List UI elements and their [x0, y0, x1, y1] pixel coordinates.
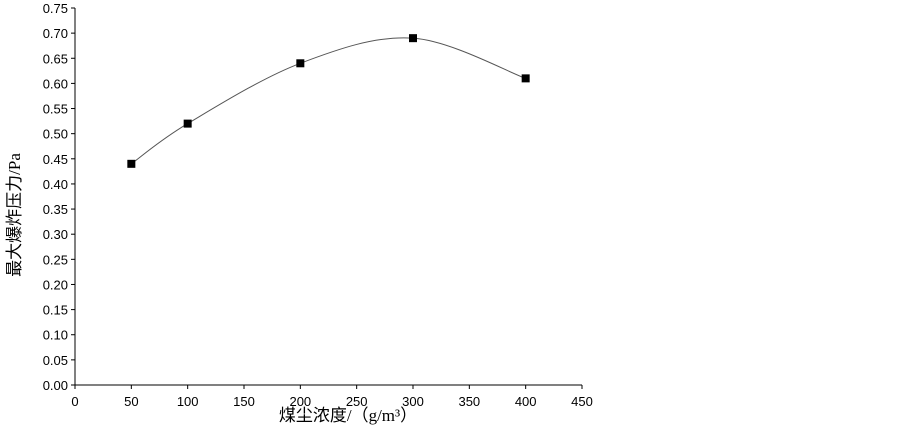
y-tick-label: 0.25 [43, 252, 68, 267]
y-tick-label: 0.20 [43, 277, 68, 292]
marker [296, 59, 305, 68]
y-tick-label: 0.10 [43, 328, 68, 343]
x-axis-title: 煤尘浓度/（g/m³） [279, 406, 417, 425]
x-tick-label: 200 [289, 394, 311, 409]
y-tick-label: 0.15 [43, 303, 68, 318]
y-axis-title: 最大爆炸压力/Pa [5, 153, 24, 277]
x-tick-label: 150 [233, 394, 255, 409]
marker [409, 34, 417, 43]
y-tick-label: 0.30 [43, 227, 68, 242]
x-tick-label: 0 [71, 394, 78, 409]
y-tick-label: 0.65 [43, 51, 68, 66]
x-tick-label: 450 [571, 394, 593, 409]
x-tick-label: 400 [515, 394, 537, 409]
y-tick-label: 0.55 [43, 102, 68, 117]
y-tick-label: 0.75 [43, 1, 68, 16]
x-tick-label: 350 [458, 394, 480, 409]
y-tick-label: 0.00 [43, 378, 68, 393]
y-tick-label: 0.60 [43, 76, 68, 91]
x-tick-label: 50 [124, 394, 138, 409]
x-tick-label: 250 [346, 394, 368, 409]
marker [521, 74, 530, 83]
x-tick-label: 100 [177, 394, 199, 409]
y-tick-label: 0.05 [43, 353, 68, 368]
marker [183, 119, 192, 128]
y-tick-label: 0.40 [43, 177, 68, 192]
y-tick-label: 0.45 [43, 152, 68, 167]
y-tick-label: 0.70 [43, 26, 68, 41]
marker [127, 159, 136, 168]
fit-curve [131, 37, 526, 165]
y-tick-label: 0.50 [43, 127, 68, 142]
x-tick-label: 300 [402, 394, 424, 409]
y-tick-label: 0.35 [43, 202, 68, 217]
